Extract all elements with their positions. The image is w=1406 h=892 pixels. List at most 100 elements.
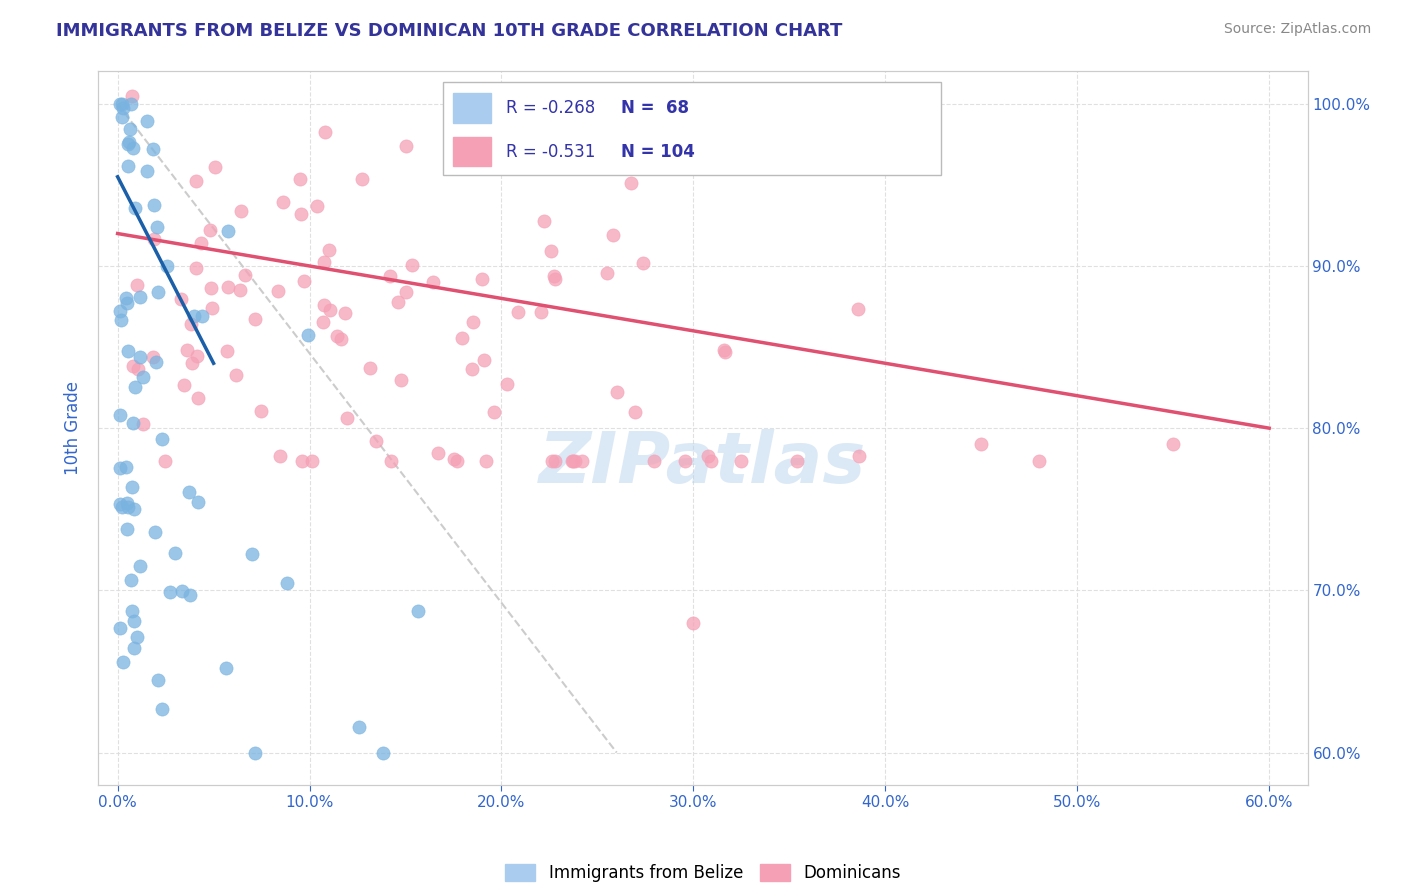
Point bbox=[201, 301, 224, 315]
Point bbox=[136, 114, 159, 128]
Point bbox=[217, 224, 239, 238]
Point bbox=[143, 232, 166, 246]
Point bbox=[443, 451, 465, 466]
Point bbox=[301, 453, 323, 467]
Text: R = -0.531: R = -0.531 bbox=[506, 143, 595, 161]
Point bbox=[292, 274, 315, 288]
Point bbox=[311, 315, 333, 329]
Bar bbox=[453, 93, 492, 123]
Point bbox=[496, 376, 519, 391]
Point bbox=[461, 315, 484, 329]
Point bbox=[111, 110, 134, 124]
Point bbox=[115, 522, 138, 536]
Point bbox=[153, 453, 176, 467]
Point bbox=[290, 207, 312, 221]
Point bbox=[191, 309, 214, 323]
Point bbox=[108, 621, 131, 635]
Point bbox=[543, 268, 565, 283]
Point bbox=[450, 331, 472, 345]
Point bbox=[111, 101, 134, 115]
Point bbox=[124, 380, 146, 394]
Point bbox=[121, 359, 143, 374]
Point bbox=[620, 176, 643, 190]
Point bbox=[596, 266, 619, 280]
Point bbox=[697, 449, 720, 463]
Point bbox=[215, 661, 238, 675]
Point bbox=[131, 417, 153, 431]
Point bbox=[249, 404, 271, 418]
Point bbox=[117, 159, 139, 173]
Point bbox=[273, 194, 295, 209]
Point bbox=[643, 453, 665, 467]
Point bbox=[121, 480, 143, 494]
Point bbox=[125, 277, 148, 292]
Point bbox=[172, 584, 194, 599]
Point bbox=[132, 370, 155, 384]
Point bbox=[118, 135, 141, 149]
Point bbox=[204, 160, 226, 174]
Point bbox=[297, 328, 319, 343]
Point bbox=[606, 385, 628, 400]
Point bbox=[471, 272, 494, 286]
Point bbox=[142, 142, 165, 156]
Text: ZIPatlas: ZIPatlas bbox=[540, 429, 866, 499]
Point bbox=[146, 673, 169, 687]
Point bbox=[156, 259, 179, 273]
Point bbox=[312, 298, 335, 312]
Point bbox=[446, 453, 468, 467]
Text: R = -0.268: R = -0.268 bbox=[506, 99, 595, 117]
Point bbox=[146, 285, 169, 299]
Point bbox=[180, 317, 202, 331]
Point bbox=[713, 343, 735, 358]
Point bbox=[673, 453, 696, 467]
Point bbox=[267, 285, 290, 299]
Point bbox=[142, 350, 165, 364]
Text: IMMIGRANTS FROM BELIZE VS DOMINICAN 10TH GRADE CORRELATION CHART: IMMIGRANTS FROM BELIZE VS DOMINICAN 10TH… bbox=[56, 22, 842, 40]
Point bbox=[217, 343, 239, 358]
Point bbox=[124, 615, 146, 629]
Point bbox=[336, 411, 359, 425]
Point bbox=[349, 720, 371, 734]
Point bbox=[373, 746, 395, 760]
Point bbox=[245, 746, 267, 760]
Point bbox=[110, 313, 132, 327]
Point bbox=[427, 446, 450, 460]
Point bbox=[117, 500, 139, 515]
Point bbox=[122, 141, 145, 155]
Point bbox=[183, 309, 205, 323]
Point bbox=[117, 343, 139, 358]
Point bbox=[540, 244, 562, 258]
Point bbox=[200, 280, 222, 294]
Point bbox=[122, 416, 145, 430]
Point bbox=[846, 302, 869, 317]
Point bbox=[115, 496, 138, 510]
Point bbox=[325, 329, 347, 343]
Point bbox=[307, 199, 329, 213]
Point bbox=[121, 604, 143, 618]
Point bbox=[364, 434, 387, 448]
Point bbox=[530, 305, 553, 319]
Point bbox=[395, 285, 418, 300]
Point bbox=[335, 306, 357, 320]
Point bbox=[475, 453, 498, 467]
Point bbox=[122, 640, 145, 655]
Point bbox=[380, 453, 402, 467]
Point bbox=[200, 222, 222, 236]
Point bbox=[460, 362, 482, 376]
Point bbox=[111, 96, 134, 111]
Bar bbox=[453, 136, 492, 167]
Point bbox=[624, 405, 647, 419]
Point bbox=[110, 500, 132, 515]
Point bbox=[318, 302, 340, 317]
Point bbox=[173, 378, 195, 392]
Point bbox=[108, 408, 131, 422]
Point bbox=[159, 585, 181, 599]
Point bbox=[108, 304, 131, 318]
Point bbox=[662, 153, 685, 168]
Point bbox=[108, 96, 131, 111]
Point bbox=[395, 138, 418, 153]
Point bbox=[176, 343, 198, 357]
Point bbox=[142, 197, 165, 211]
Point bbox=[229, 283, 252, 297]
Point bbox=[179, 588, 201, 602]
